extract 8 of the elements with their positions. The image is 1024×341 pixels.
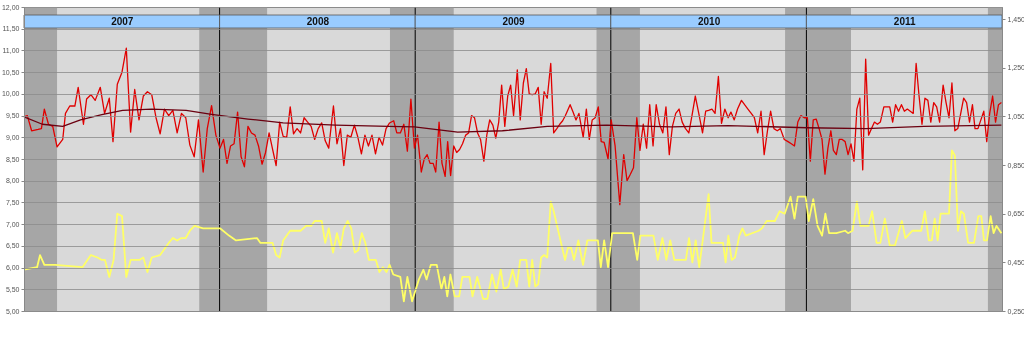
x-tick-label: 2010 [697,16,721,27]
line-series [23,47,1003,206]
line-series [23,149,1003,303]
x-tick-label: 2011 [893,16,916,27]
x-tick-label: 2008 [306,16,330,27]
x-tick-label: 2007 [111,16,134,27]
line-series [23,108,1003,133]
x-tick-label: 2009 [502,16,526,27]
